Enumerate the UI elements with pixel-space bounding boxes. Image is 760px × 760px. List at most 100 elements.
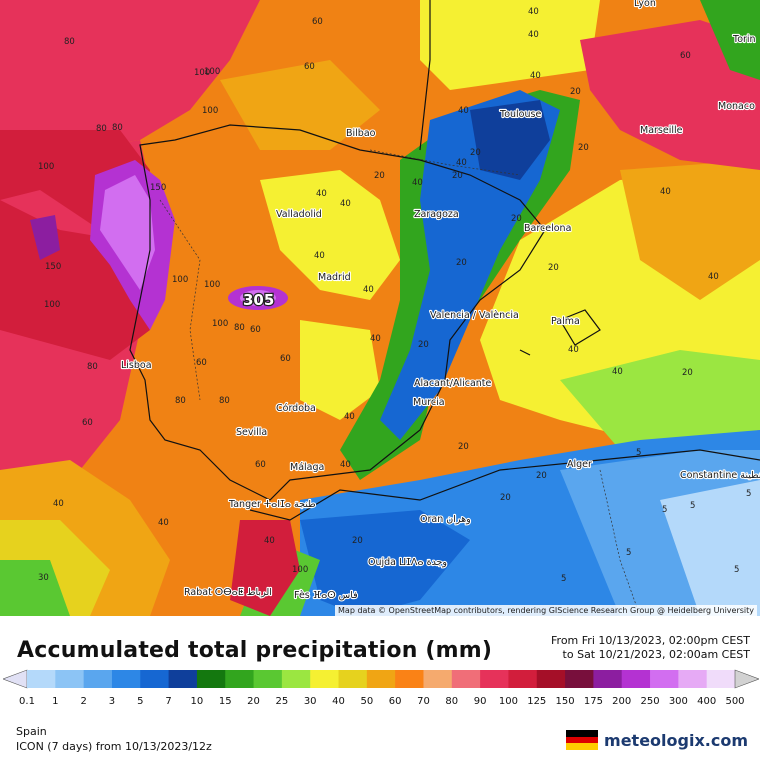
svg-text:40: 40 [530, 71, 541, 81]
scale-swatch [678, 670, 708, 688]
scale-tick-label: 10 [190, 696, 204, 707]
svg-text:100: 100 [292, 565, 308, 575]
scale-tick-label: 25 [275, 696, 289, 707]
svg-text:60: 60 [250, 325, 261, 335]
svg-text:5: 5 [746, 489, 751, 499]
max-precip-label: 305 [243, 291, 274, 309]
svg-text:20: 20 [578, 143, 589, 153]
city-labels: Bilbao Toulouse Marseille Lyon Torin Mon… [120, 0, 760, 602]
svg-text:5: 5 [561, 574, 566, 584]
scale-tick-label: 50 [360, 696, 374, 707]
svg-text:40: 40 [456, 158, 467, 168]
city-label: Sevilla [236, 427, 267, 438]
scale-swatch [395, 670, 424, 688]
svg-text:100: 100 [204, 280, 220, 290]
svg-text:40: 40 [344, 412, 355, 422]
svg-text:60: 60 [280, 354, 291, 364]
scale-swatch [111, 670, 141, 688]
scale-tick-label: 0.1 [19, 696, 35, 707]
city-label: Lisboa [121, 360, 152, 371]
city-label: Fès ⴼⴰⵙ فاس [294, 590, 358, 601]
precipitation-map[interactable]: 305 Bilbao Toulouse Marseille Lyon Torin… [0, 0, 760, 616]
city-label: Oujda ⵡⵊⴷⴰ وجدة [368, 557, 447, 568]
scale-swatch [281, 670, 311, 688]
svg-text:60: 60 [304, 62, 315, 72]
scale-arrow-low [3, 669, 28, 689]
scale-tick-label: 40 [332, 696, 345, 707]
svg-text:150: 150 [150, 183, 166, 193]
svg-text:100: 100 [204, 67, 220, 77]
legend-title: Accumulated total precipitation (mm) [17, 638, 493, 663]
svg-text:40: 40 [528, 30, 539, 40]
city-label: Málaga [290, 462, 324, 473]
legend-panel: Accumulated total precipitation (mm) Fro… [0, 616, 760, 760]
scale-tick-label: 175 [583, 696, 603, 707]
brand-logo[interactable]: meteologix.com [566, 730, 748, 751]
scale-tick-label: 1 [52, 696, 59, 707]
scale-swatch [338, 670, 368, 688]
svg-text:100: 100 [212, 319, 228, 329]
scale-swatch [706, 670, 736, 688]
svg-text:40: 40 [340, 460, 351, 470]
svg-text:40: 40 [568, 345, 579, 355]
svg-text:20: 20 [418, 340, 429, 350]
scale-tick-label: 300 [668, 696, 688, 707]
scale-swatch [27, 670, 56, 688]
city-label: Palma [551, 316, 580, 327]
svg-text:60: 60 [680, 51, 691, 61]
scale-swatch [536, 670, 566, 688]
map-attribution: Map data © OpenStreetMap contributors, r… [335, 605, 757, 616]
svg-text:40: 40 [528, 7, 539, 17]
svg-text:80: 80 [219, 396, 230, 406]
scale-swatch [508, 670, 538, 688]
region-name: Spain [16, 725, 47, 738]
svg-text:60: 60 [312, 17, 323, 27]
city-label: Constantine قسنطينة [680, 470, 760, 481]
svg-text:40: 40 [340, 199, 351, 209]
svg-text:40: 40 [316, 189, 327, 199]
scale-swatch [451, 670, 481, 688]
scale-tick-label: 200 [612, 696, 632, 707]
svg-text:5: 5 [636, 448, 641, 458]
contour-labels: 60 60 80 100 80 100 100 150 150 100 100 … [38, 7, 751, 584]
svg-text:20: 20 [682, 368, 693, 378]
color-scale-bar [3, 669, 759, 689]
scale-tick-label: 2 [80, 696, 87, 707]
svg-text:80: 80 [234, 323, 245, 333]
svg-text:20: 20 [500, 493, 511, 503]
svg-text:40: 40 [708, 272, 719, 282]
city-label: Barcelona [524, 223, 571, 234]
scale-swatch [565, 670, 594, 688]
scale-tick-label: 125 [527, 696, 547, 707]
city-label: Toulouse [499, 109, 541, 120]
svg-text:20: 20 [452, 171, 463, 181]
city-label: Valencia / València [430, 310, 519, 321]
city-label: Lyon [634, 0, 656, 9]
scale-tick-label: 80 [445, 696, 459, 707]
scale-swatch [423, 670, 453, 688]
scale-swatch [621, 670, 651, 688]
svg-text:60: 60 [255, 460, 266, 470]
svg-text:5: 5 [690, 501, 695, 511]
city-label: Madrid [318, 272, 351, 283]
brand-name: meteologix.com [604, 730, 748, 750]
city-label: Torin [732, 34, 756, 45]
city-label: Rabat ⵔⴱⴰⵟ الرباط [184, 587, 272, 598]
svg-text:20: 20 [470, 148, 481, 158]
forecast-period: From Fri 10/13/2023, 02:00pm CEST to Sat… [551, 634, 750, 662]
svg-text:20: 20 [511, 214, 522, 224]
scale-swatch [168, 670, 198, 688]
svg-text:80: 80 [96, 124, 107, 134]
svg-text:5: 5 [734, 565, 739, 575]
svg-text:80: 80 [64, 37, 75, 47]
city-label: Marseille [640, 125, 683, 136]
svg-text:20: 20 [548, 263, 559, 273]
svg-text:40: 40 [158, 518, 169, 528]
period-to: to Sat 10/21/2023, 02:00am CEST [562, 648, 750, 661]
map-canvas: 305 Bilbao Toulouse Marseille Lyon Torin… [0, 0, 760, 616]
svg-text:100: 100 [38, 162, 54, 172]
svg-text:40: 40 [370, 334, 381, 344]
scale-tick-label: 90 [473, 696, 487, 707]
scale-tick-label: 250 [640, 696, 660, 707]
svg-text:40: 40 [363, 285, 374, 295]
